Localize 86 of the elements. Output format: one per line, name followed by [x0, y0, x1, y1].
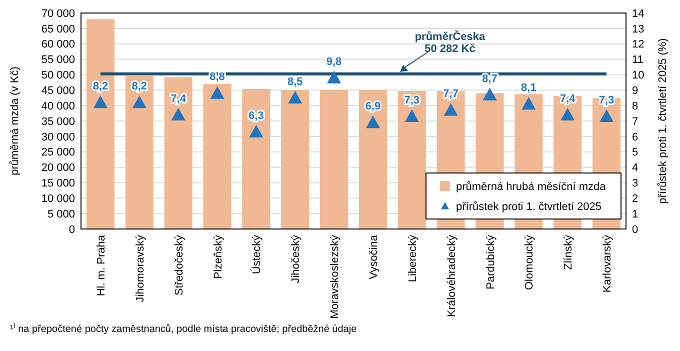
ref-line-label: průměrČeska 50 282 Kč — [414, 30, 486, 55]
point — [522, 97, 536, 110]
data-label: 6,3 — [248, 110, 264, 122]
y2-tick-label: 0 — [632, 224, 638, 236]
x-tick-label: Ústecký — [250, 234, 264, 274]
x-tick-label: Moravskoslezský — [329, 234, 342, 319]
point — [288, 90, 302, 104]
point — [132, 95, 146, 108]
y2-tick-label: 6 — [632, 131, 638, 144]
point — [444, 103, 458, 116]
point — [327, 70, 342, 84]
bar — [398, 91, 426, 229]
data-label: 8,5 — [287, 76, 303, 88]
y-tick-label: 60 000 — [41, 38, 75, 51]
x-tick-label: Středočeský — [173, 234, 186, 296]
text: ¹⁾ na přepočtené počty zaměstnanců, podle místa pracoviště; předběžné údaje — [10, 322, 358, 335]
y2-tick-label: 3 — [632, 178, 638, 190]
y2-tick-label: 10 — [632, 70, 644, 82]
x-tick-label: Olomoucký — [524, 234, 536, 290]
data-label: 7,4 — [560, 92, 576, 105]
bar — [164, 77, 192, 229]
bar — [242, 88, 270, 229]
x-tick-label: Liberecký — [406, 234, 419, 282]
y2-tick-label: 9 — [632, 84, 638, 97]
data-label: 8,2 — [92, 80, 108, 92]
x-tick-label: Zlínský — [562, 234, 575, 270]
y2-tick-label: 11 — [632, 54, 644, 66]
data-label: 8,1 — [521, 82, 536, 94]
point — [560, 108, 575, 120]
y-tick-label: 35 000 — [41, 116, 75, 128]
y-tick-label: 70 000 — [41, 8, 75, 20]
bar — [320, 90, 348, 229]
y2-tick-label: 1 — [632, 208, 638, 220]
x-tick-label: Pardubický — [484, 234, 497, 290]
y-tick-label: 5 000 — [47, 208, 75, 220]
y-tick-label: 0 — [68, 224, 75, 236]
point — [249, 124, 264, 138]
y-tick-label: 30 000 — [41, 131, 75, 144]
x-tick-label: Jihočeský — [290, 234, 302, 284]
x-tick-label: Hl. m. Praha — [95, 234, 108, 296]
point — [93, 95, 108, 108]
data-label: 6,9 — [365, 100, 381, 113]
bar — [125, 76, 154, 229]
data-label: 8,2 — [132, 80, 148, 92]
y2-tick-label: 14 — [632, 8, 644, 20]
point — [600, 109, 614, 122]
y2-axis-title: přírůstek proti 1. čtvrtletí 2025 (%) — [657, 38, 669, 204]
data-label: 7,4 — [170, 92, 187, 105]
x-tick-label: Královéhradecký — [446, 234, 458, 317]
point — [404, 109, 419, 122]
data-label: 9,8 — [326, 56, 342, 68]
legend-label: přírůstek proti 1. čtvrtletí 2025 — [456, 200, 602, 213]
y2-tick-label: 7 — [632, 116, 638, 128]
y-tick-label: 10 000 — [41, 192, 75, 205]
y2-tick-label: 12 — [632, 38, 644, 51]
data-label: 7,3 — [598, 94, 614, 106]
y-tick-label: 55 000 — [41, 54, 75, 66]
bar — [358, 90, 387, 229]
data-label: 7,3 — [404, 94, 420, 106]
y2-tick-label: 5 — [632, 146, 638, 159]
x-tick-label: Karlovarský — [602, 234, 614, 292]
point — [366, 116, 380, 128]
y2-tick-label: 4 — [632, 162, 638, 174]
y-tick-label: 40 000 — [41, 100, 75, 112]
data-label: 8,7 — [482, 72, 498, 85]
x-tick-label: Jihomoravský — [134, 234, 146, 302]
y-tick-label: 20 000 — [41, 162, 75, 174]
point — [210, 86, 224, 99]
point — [482, 88, 497, 100]
x-tick-label: Plzeňský — [212, 234, 224, 280]
y-axis-title: průměrná mzda (v Kč) — [9, 66, 21, 176]
data-label: 7,7 — [443, 88, 458, 100]
bar — [86, 19, 114, 229]
y-tick-label: 25 000 — [41, 146, 75, 159]
y-tick-label: 65 000 — [41, 23, 75, 36]
y2-tick-label: 8 — [632, 100, 638, 112]
x-tick-label: Vysočina — [368, 234, 380, 280]
legend-label: průměrná hrubá měsíční mzda — [456, 180, 607, 193]
y2-tick-label: 13 — [632, 23, 644, 36]
y-tick-label: 50 000 — [41, 70, 75, 82]
bar — [203, 84, 232, 229]
y2-tick-label: 2 — [632, 192, 638, 205]
point — [171, 108, 186, 120]
bar — [281, 90, 310, 229]
y-tick-label: 15 000 — [41, 178, 75, 190]
y-tick-label: 45 000 — [41, 84, 75, 97]
